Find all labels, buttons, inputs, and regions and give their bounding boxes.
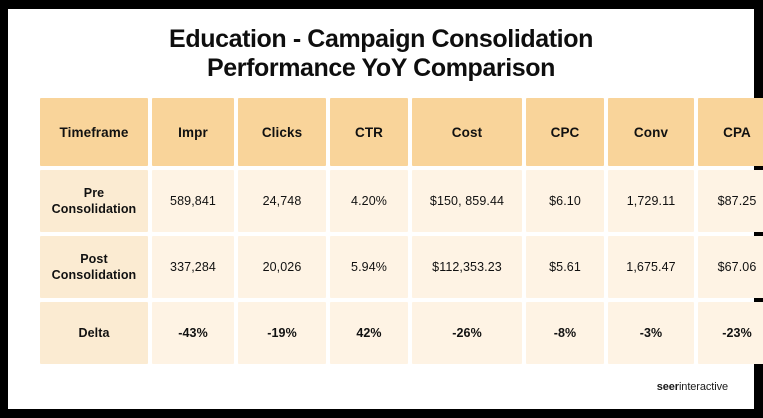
title-line-2: Performance YoY Comparison bbox=[206, 54, 556, 82]
cell-delta-cost: -26% bbox=[412, 302, 522, 364]
column-header-ctr: CTR bbox=[330, 98, 408, 166]
cell-pre-impr: 589,841 bbox=[152, 170, 234, 232]
table-row: Delta -43% -19% 42% -26% -8% -3% -23% bbox=[40, 302, 763, 364]
cell-post-impr: 337,284 bbox=[152, 236, 234, 298]
cell-post-cost: $112,353.23 bbox=[412, 236, 522, 298]
row-label-line-1: Delta bbox=[78, 326, 110, 340]
cell-delta-impr: -43% bbox=[152, 302, 234, 364]
cell-post-clicks: 20,026 bbox=[238, 236, 326, 298]
logo-word-interactive: interactive bbox=[678, 381, 728, 393]
row-label-line-1: Post bbox=[80, 252, 108, 266]
column-header-cpa: CPA bbox=[698, 98, 763, 166]
table-body: Pre Consolidation 589,841 24,748 4.20% $… bbox=[40, 170, 763, 364]
cell-post-cpc: $5.61 bbox=[526, 236, 604, 298]
performance-table: Timeframe Impr Clicks CTR Cost CPC Conv … bbox=[36, 94, 763, 368]
title-line-1: Education - Campaign Consolidation bbox=[169, 25, 593, 53]
cell-pre-clicks: 24,748 bbox=[238, 170, 326, 232]
cell-pre-conv: 1,729.11 bbox=[608, 170, 694, 232]
table-header-row: Timeframe Impr Clicks CTR Cost CPC Conv … bbox=[40, 98, 763, 166]
table-header: Timeframe Impr Clicks CTR Cost CPC Conv … bbox=[40, 98, 763, 166]
cell-post-ctr: 5.94% bbox=[330, 236, 408, 298]
row-label-post-consolidation: Post Consolidation bbox=[40, 236, 148, 298]
row-label-line-2: Consolidation bbox=[51, 268, 137, 282]
cell-pre-cpa: $87.25 bbox=[698, 170, 763, 232]
cell-post-conv: 1,675.47 bbox=[608, 236, 694, 298]
column-header-cost: Cost bbox=[412, 98, 522, 166]
cell-delta-conv: -3% bbox=[608, 302, 694, 364]
column-header-conv: Conv bbox=[608, 98, 694, 166]
cell-delta-clicks: -19% bbox=[238, 302, 326, 364]
cell-delta-cpa: -23% bbox=[698, 302, 763, 364]
row-label-pre-consolidation: Pre Consolidation bbox=[40, 170, 148, 232]
logo-word-seer: seer bbox=[656, 381, 679, 393]
seer-interactive-logo: seerinteractive bbox=[657, 381, 728, 393]
column-header-clicks: Clicks bbox=[238, 98, 326, 166]
table-row: Post Consolidation 337,284 20,026 5.94% … bbox=[40, 236, 763, 298]
column-header-impr: Impr bbox=[152, 98, 234, 166]
column-header-cpc: CPC bbox=[526, 98, 604, 166]
row-label-line-2: Consolidation bbox=[51, 202, 137, 216]
cell-pre-cpc: $6.10 bbox=[526, 170, 604, 232]
cell-pre-cost: $150, 859.44 bbox=[412, 170, 522, 232]
cell-post-cpa: $67.06 bbox=[698, 236, 763, 298]
cell-pre-ctr: 4.20% bbox=[330, 170, 408, 232]
row-label-line-1: Pre bbox=[83, 186, 105, 200]
page-title: Education - Campaign Consolidation Perfo… bbox=[8, 9, 754, 83]
cell-delta-ctr: 42% bbox=[330, 302, 408, 364]
performance-table-container: Timeframe Impr Clicks CTR Cost CPC Conv … bbox=[36, 94, 763, 368]
row-label-delta: Delta bbox=[40, 302, 148, 364]
slide-canvas: Education - Campaign Consolidation Perfo… bbox=[8, 9, 763, 409]
cell-delta-cpc: -8% bbox=[526, 302, 604, 364]
table-row: Pre Consolidation 589,841 24,748 4.20% $… bbox=[40, 170, 763, 232]
column-header-timeframe: Timeframe bbox=[40, 98, 148, 166]
